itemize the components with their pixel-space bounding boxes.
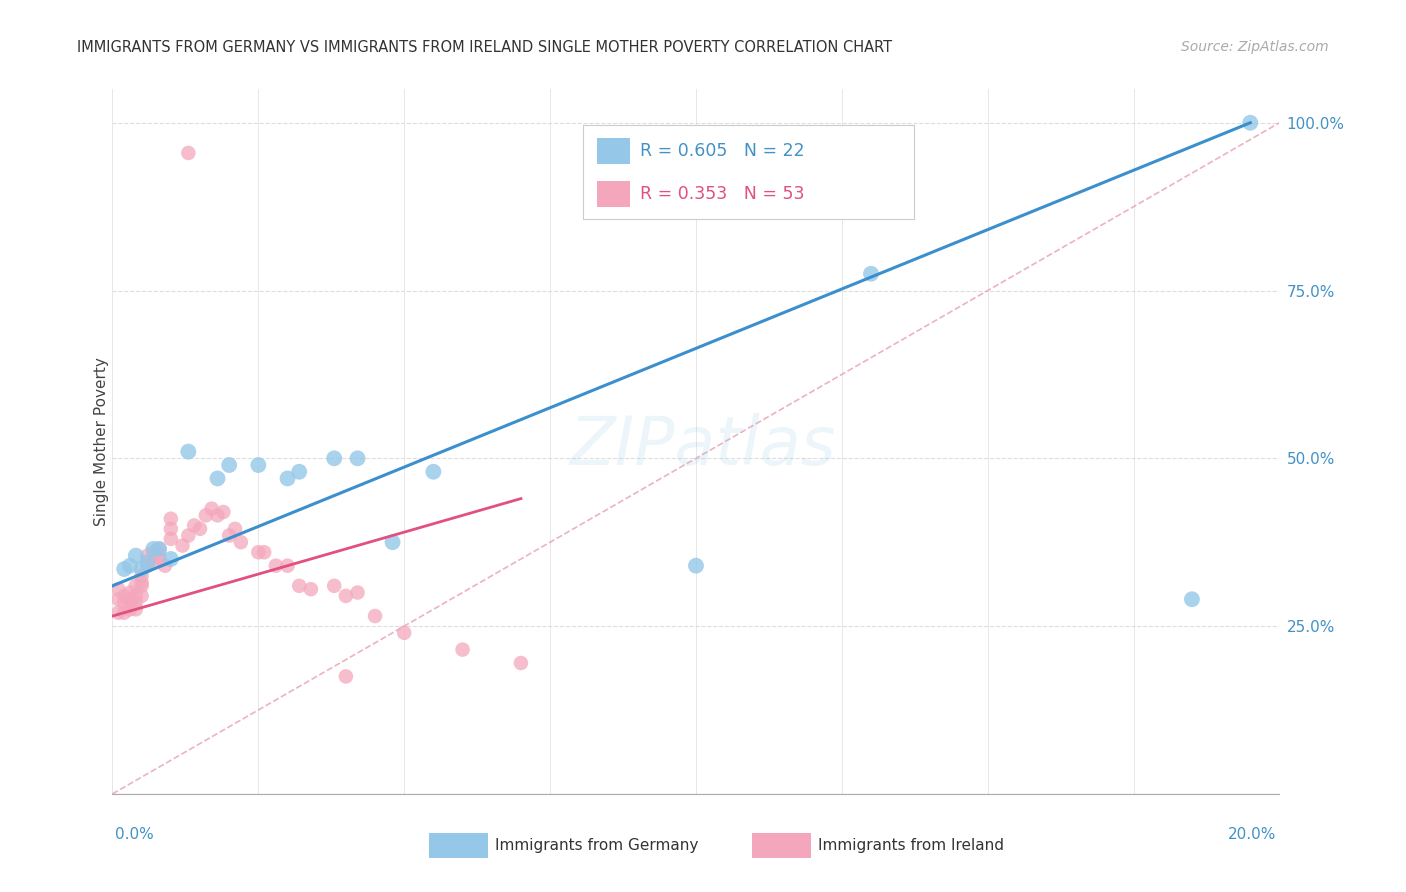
Point — [107, 582, 129, 597]
Point — [177, 444, 200, 458]
Point — [160, 522, 183, 536]
Text: Immigrants from Germany: Immigrants from Germany — [495, 838, 699, 853]
Point — [131, 575, 153, 590]
Point — [131, 562, 153, 576]
Point — [364, 609, 387, 624]
Text: ZIPatlas: ZIPatlas — [569, 413, 837, 479]
Point — [509, 656, 531, 670]
Text: R = 0.353   N = 53: R = 0.353 N = 53 — [640, 186, 804, 203]
Point — [131, 579, 153, 593]
Point — [112, 606, 135, 620]
Text: 20.0%: 20.0% — [1229, 827, 1277, 841]
Point — [177, 145, 200, 160]
Point — [381, 535, 404, 549]
Text: IMMIGRANTS FROM GERMANY VS IMMIGRANTS FROM IRELAND SINGLE MOTHER POVERTY CORRELA: IMMIGRANTS FROM GERMANY VS IMMIGRANTS FR… — [77, 40, 893, 55]
Point — [299, 582, 322, 597]
Point — [142, 541, 165, 556]
Point — [142, 555, 165, 569]
Point — [212, 505, 235, 519]
Point — [201, 501, 224, 516]
Point — [118, 585, 141, 599]
Point — [148, 541, 170, 556]
Point — [118, 596, 141, 610]
Text: Source: ZipAtlas.com: Source: ZipAtlas.com — [1181, 40, 1329, 54]
Point — [207, 508, 229, 523]
Point — [125, 596, 148, 610]
Point — [160, 552, 183, 566]
FancyBboxPatch shape — [596, 138, 630, 164]
Point — [125, 602, 148, 616]
Point — [131, 568, 153, 582]
Text: R = 0.605   N = 22: R = 0.605 N = 22 — [640, 142, 804, 160]
Point — [136, 558, 159, 573]
Point — [136, 555, 159, 569]
Point — [323, 451, 346, 466]
Point — [392, 625, 416, 640]
Point — [253, 545, 276, 559]
Point — [160, 532, 183, 546]
Point — [451, 642, 474, 657]
Point — [112, 596, 135, 610]
Point — [422, 465, 444, 479]
Point — [335, 589, 357, 603]
Text: Immigrants from Ireland: Immigrants from Ireland — [818, 838, 1004, 853]
Point — [107, 592, 129, 607]
Point — [288, 465, 311, 479]
Point — [207, 471, 229, 485]
Point — [118, 592, 141, 607]
Point — [229, 535, 252, 549]
Point — [1239, 116, 1261, 130]
Point — [218, 528, 240, 542]
Point — [346, 451, 368, 466]
Y-axis label: Single Mother Poverty: Single Mother Poverty — [94, 357, 108, 526]
Point — [160, 512, 183, 526]
Point — [148, 552, 170, 566]
Point — [125, 579, 148, 593]
Point — [136, 549, 159, 563]
FancyBboxPatch shape — [596, 181, 630, 207]
Point — [142, 545, 165, 559]
Point — [125, 549, 148, 563]
Point — [188, 522, 211, 536]
Point — [685, 558, 707, 573]
Point — [183, 518, 205, 533]
Point — [276, 471, 298, 485]
Point — [1181, 592, 1204, 607]
Point — [859, 267, 883, 281]
Point — [131, 589, 153, 603]
Point — [264, 558, 287, 573]
Point — [118, 558, 141, 573]
Point — [288, 579, 311, 593]
Point — [153, 558, 176, 573]
Point — [148, 541, 170, 556]
Point — [346, 585, 368, 599]
Point — [172, 539, 194, 553]
Point — [125, 589, 148, 603]
Point — [118, 602, 141, 616]
Point — [148, 549, 170, 563]
Point — [177, 528, 200, 542]
Point — [323, 579, 346, 593]
Point — [218, 458, 240, 472]
Point — [194, 508, 217, 523]
Point — [247, 545, 270, 559]
Point — [224, 522, 246, 536]
Point — [276, 558, 298, 573]
Point — [112, 589, 135, 603]
Point — [335, 669, 357, 683]
Point — [107, 606, 129, 620]
Point — [112, 562, 135, 576]
Point — [247, 458, 270, 472]
Text: 0.0%: 0.0% — [115, 827, 155, 841]
